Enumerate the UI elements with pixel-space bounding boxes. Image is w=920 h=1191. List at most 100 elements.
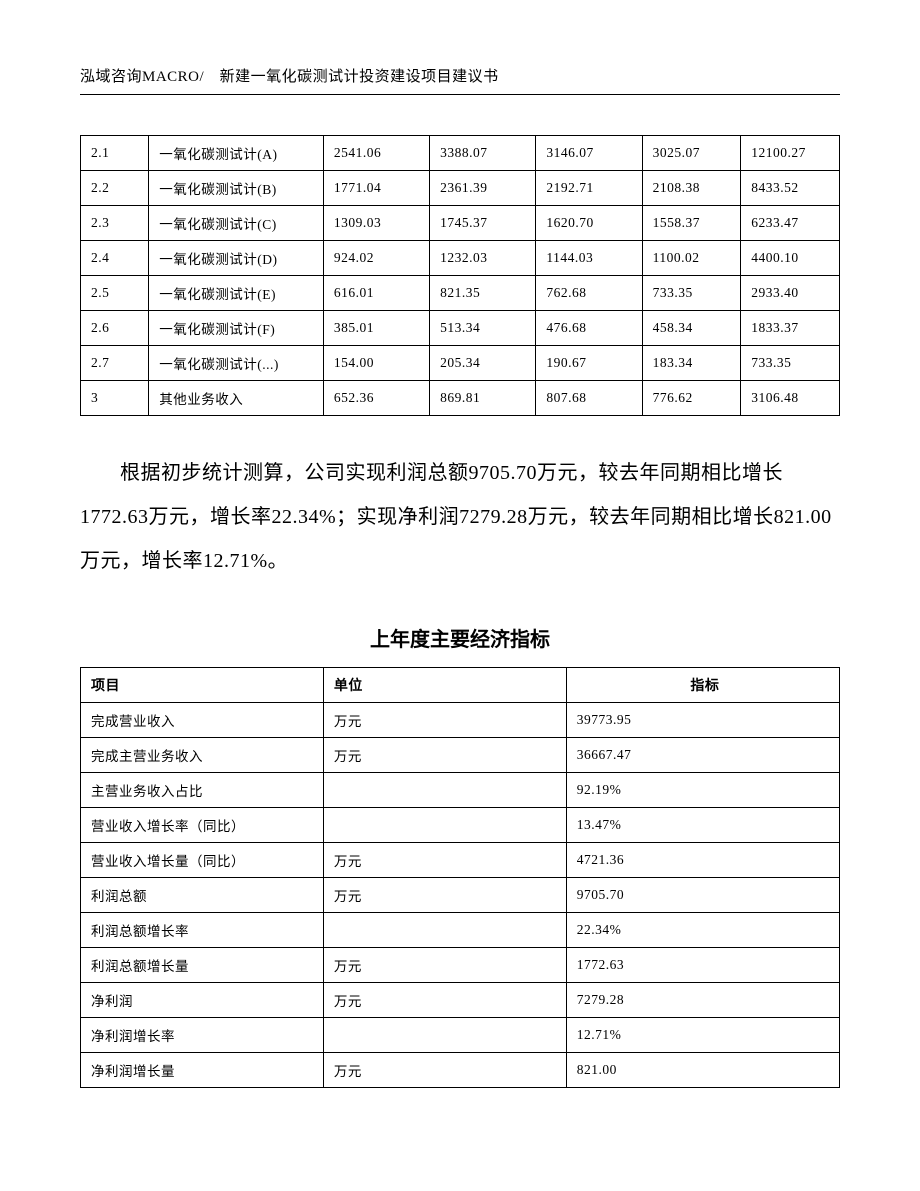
cell: 万元 bbox=[323, 1053, 566, 1088]
cell: 利润总额增长量 bbox=[81, 948, 324, 983]
header-cell: 单位 bbox=[323, 668, 566, 703]
cell: 净利润增长率 bbox=[81, 1018, 324, 1053]
table-row: 完成主营业务收入 万元 36667.47 bbox=[81, 738, 840, 773]
cell: 2541.06 bbox=[323, 136, 429, 171]
cell: 万元 bbox=[323, 878, 566, 913]
cell: 22.34% bbox=[566, 913, 839, 948]
cell: 一氧化碳测试计(...) bbox=[149, 346, 324, 381]
cell: 其他业务收入 bbox=[149, 381, 324, 416]
cell: 183.34 bbox=[642, 346, 741, 381]
cell bbox=[323, 913, 566, 948]
cell: 完成营业收入 bbox=[81, 703, 324, 738]
cell: 8433.52 bbox=[741, 171, 840, 206]
cell: 2.1 bbox=[81, 136, 149, 171]
table-row: 3 其他业务收入 652.36 869.81 807.68 776.62 310… bbox=[81, 381, 840, 416]
cell: 92.19% bbox=[566, 773, 839, 808]
table-row: 2.6 一氧化碳测试计(F) 385.01 513.34 476.68 458.… bbox=[81, 311, 840, 346]
cell: 1232.03 bbox=[430, 241, 536, 276]
cell: 733.35 bbox=[642, 276, 741, 311]
table-row: 净利润增长量 万元 821.00 bbox=[81, 1053, 840, 1088]
table-row: 营业收入增长率（同比） 13.47% bbox=[81, 808, 840, 843]
products-table: 2.1 一氧化碳测试计(A) 2541.06 3388.07 3146.07 3… bbox=[80, 135, 840, 416]
cell: 1100.02 bbox=[642, 241, 741, 276]
header-cell: 指标 bbox=[566, 668, 839, 703]
cell: 9705.70 bbox=[566, 878, 839, 913]
cell: 2192.71 bbox=[536, 171, 642, 206]
table-row: 利润总额 万元 9705.70 bbox=[81, 878, 840, 913]
cell: 一氧化碳测试计(C) bbox=[149, 206, 324, 241]
table-row: 2.5 一氧化碳测试计(E) 616.01 821.35 762.68 733.… bbox=[81, 276, 840, 311]
cell: 利润总额 bbox=[81, 878, 324, 913]
cell: 一氧化碳测试计(B) bbox=[149, 171, 324, 206]
cell: 2361.39 bbox=[430, 171, 536, 206]
cell: 营业收入增长率（同比） bbox=[81, 808, 324, 843]
indicators-table: 项目 单位 指标 完成营业收入 万元 39773.95 完成主营业务收入 万元 … bbox=[80, 667, 840, 1088]
indicators-table-body: 完成营业收入 万元 39773.95 完成主营业务收入 万元 36667.47 … bbox=[81, 703, 840, 1088]
cell: 一氧化碳测试计(A) bbox=[149, 136, 324, 171]
cell: 1833.37 bbox=[741, 311, 840, 346]
cell: 733.35 bbox=[741, 346, 840, 381]
cell: 万元 bbox=[323, 738, 566, 773]
cell: 3146.07 bbox=[536, 136, 642, 171]
products-table-body: 2.1 一氧化碳测试计(A) 2541.06 3388.07 3146.07 3… bbox=[81, 136, 840, 416]
cell: 主营业务收入占比 bbox=[81, 773, 324, 808]
cell: 776.62 bbox=[642, 381, 741, 416]
cell: 807.68 bbox=[536, 381, 642, 416]
indicators-table-head: 项目 单位 指标 bbox=[81, 668, 840, 703]
cell: 2.6 bbox=[81, 311, 149, 346]
cell: 476.68 bbox=[536, 311, 642, 346]
cell: 7279.28 bbox=[566, 983, 839, 1018]
cell: 12100.27 bbox=[741, 136, 840, 171]
cell: 869.81 bbox=[430, 381, 536, 416]
cell: 1144.03 bbox=[536, 241, 642, 276]
cell: 652.36 bbox=[323, 381, 429, 416]
page-header: 泓域咨询MACRO/ 新建一氧化碳测试计投资建设项目建议书 bbox=[80, 65, 840, 86]
cell: 821.35 bbox=[430, 276, 536, 311]
cell bbox=[323, 808, 566, 843]
cell: 一氧化碳测试计(E) bbox=[149, 276, 324, 311]
table-row: 2.2 一氧化碳测试计(B) 1771.04 2361.39 2192.71 2… bbox=[81, 171, 840, 206]
summary-paragraph: 根据初步统计测算，公司实现利润总额9705.70万元，较去年同期相比增长1772… bbox=[80, 451, 840, 583]
cell: 2.7 bbox=[81, 346, 149, 381]
cell: 13.47% bbox=[566, 808, 839, 843]
cell: 一氧化碳测试计(D) bbox=[149, 241, 324, 276]
cell: 2108.38 bbox=[642, 171, 741, 206]
cell: 458.34 bbox=[642, 311, 741, 346]
cell: 4721.36 bbox=[566, 843, 839, 878]
cell: 3 bbox=[81, 381, 149, 416]
table-row: 营业收入增长量（同比） 万元 4721.36 bbox=[81, 843, 840, 878]
cell: 821.00 bbox=[566, 1053, 839, 1088]
cell: 2.3 bbox=[81, 206, 149, 241]
cell: 万元 bbox=[323, 948, 566, 983]
header-divider bbox=[80, 94, 840, 95]
table-row: 完成营业收入 万元 39773.95 bbox=[81, 703, 840, 738]
cell: 6233.47 bbox=[741, 206, 840, 241]
table-row: 主营业务收入占比 92.19% bbox=[81, 773, 840, 808]
table-row: 2.4 一氧化碳测试计(D) 924.02 1232.03 1144.03 11… bbox=[81, 241, 840, 276]
cell: 2.5 bbox=[81, 276, 149, 311]
cell: 3388.07 bbox=[430, 136, 536, 171]
cell bbox=[323, 773, 566, 808]
cell: 924.02 bbox=[323, 241, 429, 276]
table-row: 净利润增长率 12.71% bbox=[81, 1018, 840, 1053]
cell: 利润总额增长率 bbox=[81, 913, 324, 948]
cell: 2.2 bbox=[81, 171, 149, 206]
cell: 385.01 bbox=[323, 311, 429, 346]
cell: 1745.37 bbox=[430, 206, 536, 241]
table-row: 2.3 一氧化碳测试计(C) 1309.03 1745.37 1620.70 1… bbox=[81, 206, 840, 241]
table-row: 2.7 一氧化碳测试计(...) 154.00 205.34 190.67 18… bbox=[81, 346, 840, 381]
cell: 万元 bbox=[323, 703, 566, 738]
cell: 39773.95 bbox=[566, 703, 839, 738]
cell: 2.4 bbox=[81, 241, 149, 276]
cell: 1309.03 bbox=[323, 206, 429, 241]
table-header-row: 项目 单位 指标 bbox=[81, 668, 840, 703]
cell: 616.01 bbox=[323, 276, 429, 311]
cell: 1620.70 bbox=[536, 206, 642, 241]
cell: 1772.63 bbox=[566, 948, 839, 983]
header-cell: 项目 bbox=[81, 668, 324, 703]
cell: 万元 bbox=[323, 843, 566, 878]
cell bbox=[323, 1018, 566, 1053]
cell: 190.67 bbox=[536, 346, 642, 381]
section-title: 上年度主要经济指标 bbox=[80, 623, 840, 652]
cell: 一氧化碳测试计(F) bbox=[149, 311, 324, 346]
